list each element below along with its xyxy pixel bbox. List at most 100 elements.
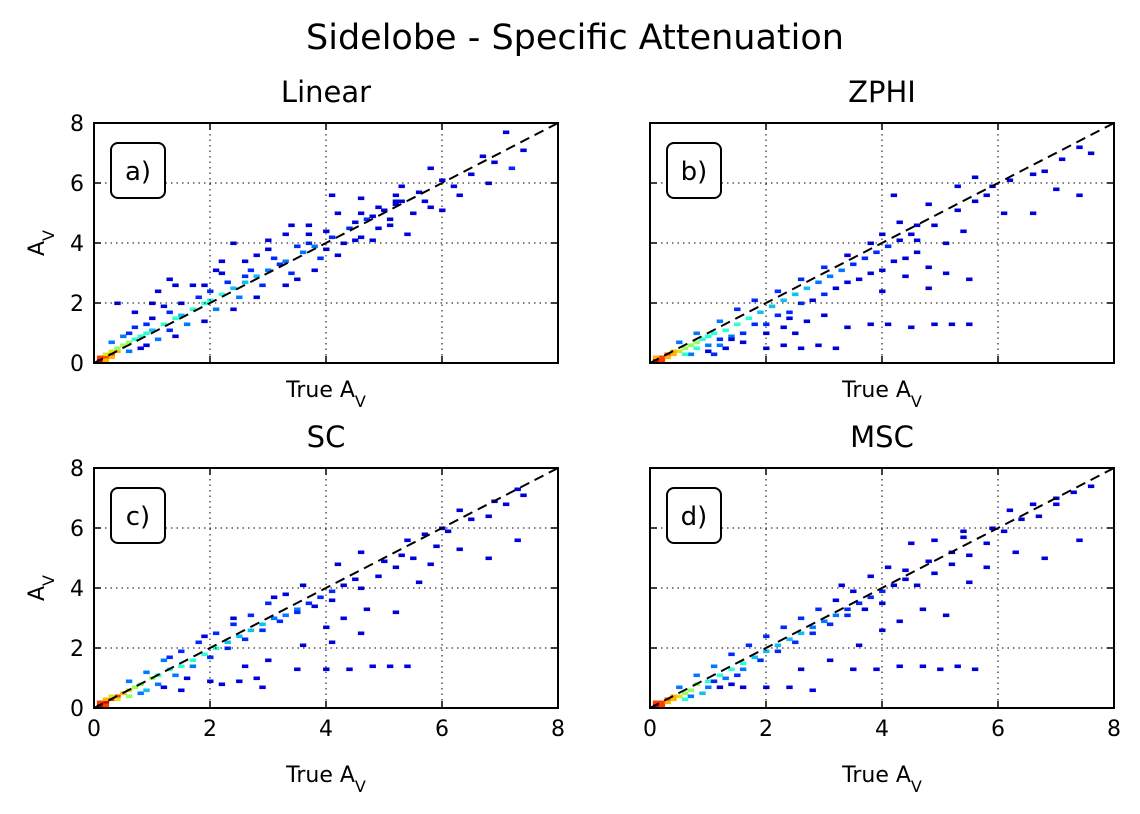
heatmap-cell <box>166 310 173 315</box>
heatmap-cell <box>253 274 260 279</box>
heatmap-cell <box>328 235 336 240</box>
heatmap-cell <box>386 664 394 669</box>
heatmap-cell <box>125 694 133 699</box>
heatmap-cell <box>218 259 226 264</box>
heatmap-cell <box>873 250 880 255</box>
heatmap-cell <box>294 667 301 672</box>
heatmap-cell <box>241 637 249 642</box>
heatmap-cell <box>450 184 458 189</box>
heatmap-cell <box>803 319 811 324</box>
heatmap-cell <box>241 259 249 264</box>
heatmap-cell <box>485 181 492 186</box>
panel-label: c) <box>110 487 166 544</box>
heatmap-cell <box>960 535 967 540</box>
heatmap-cell <box>1087 151 1095 156</box>
heatmap-cell <box>1029 172 1037 177</box>
heatmap-cell <box>166 655 173 660</box>
heatmap-cell <box>439 208 446 213</box>
y-tick-label: 6 <box>70 172 84 197</box>
heatmap-cell <box>879 589 886 594</box>
heatmap-cell <box>456 508 463 513</box>
heatmap-cell <box>230 286 237 291</box>
heatmap-cell <box>1041 169 1048 174</box>
heatmap-cell <box>1053 502 1060 507</box>
heatmap-cell <box>913 583 921 588</box>
heatmap-cell <box>948 562 956 567</box>
heatmap-cell <box>797 631 805 636</box>
heatmap-cell <box>120 334 127 339</box>
heatmap-cell <box>369 664 376 669</box>
panel-label-box <box>666 142 722 199</box>
heatmap-cell <box>247 628 255 633</box>
heatmap-cell <box>317 595 324 600</box>
heatmap-cell <box>925 202 932 207</box>
x-axis-label: True AV <box>841 763 922 796</box>
heatmap-cell <box>966 322 973 327</box>
heatmap-cell <box>108 694 115 699</box>
heatmap-cell <box>838 268 845 273</box>
heatmap-cell <box>931 571 938 576</box>
heatmap-cell <box>102 352 110 357</box>
heatmap-cell <box>728 682 735 687</box>
heatmap-cell <box>311 268 318 273</box>
heatmap-cell <box>224 646 231 651</box>
heatmap-cell <box>96 355 104 360</box>
heatmap-cell <box>786 310 793 315</box>
heatmap-cell <box>797 301 805 306</box>
heatmap-cell <box>137 346 144 351</box>
heatmap-cell <box>189 307 197 312</box>
heatmap-cell <box>230 307 237 312</box>
heatmap-cell <box>305 601 313 606</box>
heatmap-cell <box>427 562 434 567</box>
heatmap-cell <box>676 340 683 345</box>
heatmap-cell <box>867 595 874 600</box>
heatmap-cell <box>178 664 185 669</box>
y-axis-label: AV <box>25 575 58 601</box>
heatmap-cell <box>375 226 382 231</box>
heatmap-cell <box>241 664 249 669</box>
heatmap-cell <box>658 700 666 705</box>
heatmap-cell <box>855 277 863 282</box>
heatmap-cell <box>1035 514 1043 519</box>
heatmap-cell <box>201 634 208 639</box>
heatmap-cell <box>676 694 683 699</box>
heatmap-cell <box>705 679 712 684</box>
heatmap-cell <box>1000 211 1008 216</box>
heatmap-cell <box>125 331 133 336</box>
heatmap-cell <box>780 343 787 348</box>
y-tick-label: 6 <box>70 517 84 542</box>
y-tick-label: 4 <box>70 232 84 257</box>
heatmap-cell <box>427 205 434 210</box>
heatmap-cell <box>102 358 110 363</box>
heatmap-cell <box>1070 490 1077 495</box>
heatmap-cell <box>797 277 805 282</box>
heatmap-cell <box>722 346 729 351</box>
heatmap-cell <box>247 613 255 618</box>
heatmap-cell <box>902 577 909 582</box>
heatmap-cell <box>867 574 874 579</box>
heatmap-cell <box>149 328 156 333</box>
heatmap-cell <box>913 250 921 255</box>
heatmap-cell <box>705 685 712 690</box>
heatmap-cell <box>797 616 805 621</box>
heatmap-cell <box>352 577 359 582</box>
heatmap-cell <box>102 697 110 702</box>
heatmap-cell <box>658 358 666 363</box>
heatmap-cell <box>676 349 683 354</box>
panel-label-box <box>110 487 166 544</box>
figure-title: Sidelobe - Specific Attenuation <box>306 18 844 58</box>
heatmap-cell <box>1058 157 1066 162</box>
heatmap-cell <box>867 271 874 276</box>
heatmap-cell <box>1053 187 1060 192</box>
heatmap-cell <box>966 553 973 558</box>
heatmap-cell <box>143 670 150 675</box>
heatmap-cell <box>722 676 729 681</box>
heatmap-cell <box>207 289 214 294</box>
panel-label: b) <box>666 142 722 199</box>
x-tick-label: 0 <box>87 717 101 742</box>
heatmap-cell <box>346 226 353 231</box>
axis-label-subscript: V <box>39 575 58 586</box>
heatmap-cell <box>392 565 400 570</box>
heatmap-cell <box>890 583 898 588</box>
heatmap-cell <box>757 310 764 315</box>
